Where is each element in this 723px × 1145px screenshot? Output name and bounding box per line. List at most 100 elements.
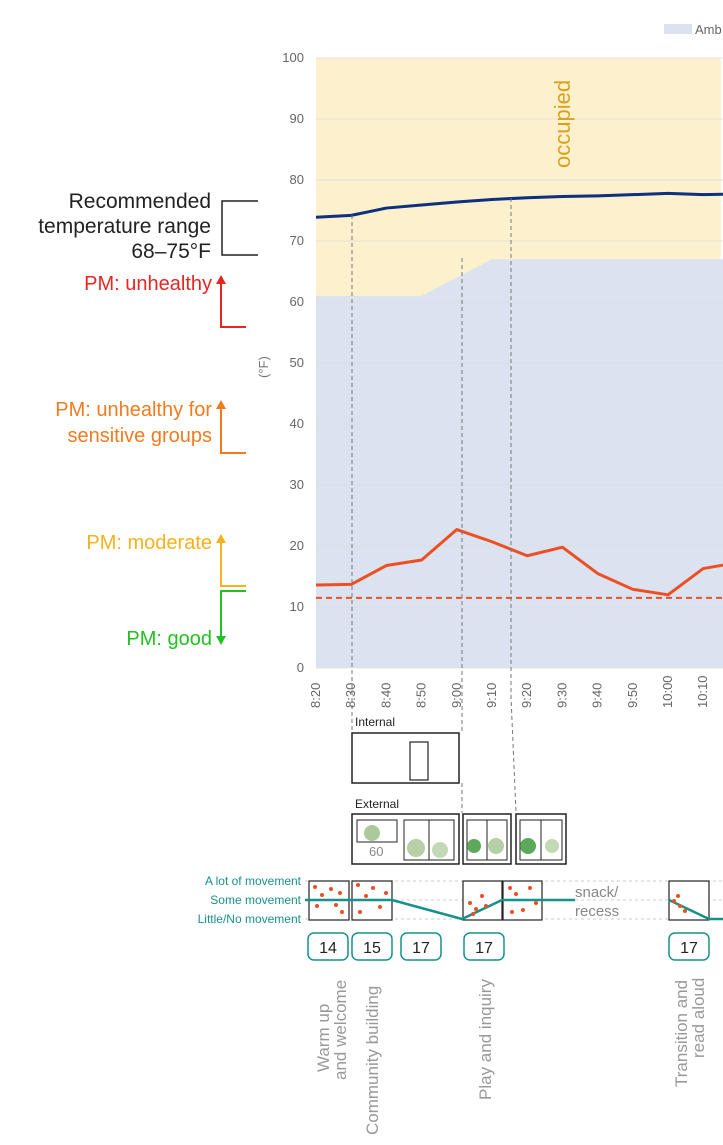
x-tick-label: 9:50 — [625, 683, 640, 708]
pm-moderate-label: PM: moderate — [86, 532, 212, 554]
y-axis-label: (°F) — [256, 356, 271, 378]
pm-good-bracket — [220, 590, 246, 636]
activity-transition-2: read aloud — [689, 978, 708, 1058]
axes-group: 0 10 20 30 40 50 60 70 80 90 100 8:20 8:30 8:40 8:50 9:… — [282, 50, 710, 813]
x-tick-label: 9:10 — [484, 683, 499, 708]
recommended-bracket — [221, 200, 258, 256]
movement-dot — [683, 909, 687, 913]
pm-sensitive-label-2: sensitive groups — [67, 425, 212, 447]
y-tick-label: 80 — [290, 172, 304, 187]
external-window-icons — [351, 813, 567, 865]
y-tick-label: 70 — [290, 233, 304, 248]
x-tick-label: 9:00 — [449, 683, 464, 708]
movement-dot — [672, 899, 676, 903]
movement-dot — [315, 904, 319, 908]
movement-dot — [471, 912, 475, 916]
pm-moderate-bracket — [220, 543, 246, 587]
activity-warmup-2: and welcome — [331, 980, 350, 1080]
plant-icon — [407, 839, 425, 857]
x-tick-label: 8:30 — [343, 683, 358, 708]
y-tick-label: 90 — [290, 111, 304, 126]
x-tick-label: 8:40 — [378, 683, 393, 708]
activity-warmup-1: Warm up — [314, 1004, 333, 1072]
external-count: 60 — [369, 844, 383, 859]
x-tick-label: 10:10 — [695, 675, 710, 708]
snack-label-2: recess — [575, 903, 619, 920]
movement-dot — [510, 910, 514, 914]
movement-dot — [534, 901, 538, 905]
recommended-label-2: temperature range — [38, 215, 211, 238]
movement-dot — [508, 886, 512, 890]
movement-dot — [384, 891, 388, 895]
movement-dot — [364, 894, 368, 898]
pm-unhealthy-label: PM: unhealthy — [84, 273, 212, 295]
movement-dot — [676, 894, 680, 898]
count-badge: 17 — [463, 932, 505, 961]
snack-label-1: snack/ — [575, 884, 619, 901]
pm-sensitive-label-1: PM: unhealthy for — [55, 399, 212, 421]
y-tick-label: 40 — [290, 416, 304, 431]
activity-transition-1: Transition and — [672, 980, 691, 1087]
movement-level-some: Some movement — [210, 893, 301, 907]
y-tick-label: 50 — [290, 355, 304, 370]
x-tick-label: 8:50 — [414, 683, 429, 708]
external-label: External — [355, 797, 399, 811]
count-badge: 17 — [400, 932, 442, 961]
movement-snapshot — [462, 880, 503, 921]
movement-level-high: A lot of movement — [205, 874, 302, 888]
movement-dot — [678, 904, 682, 908]
movement-dot — [371, 886, 375, 890]
count-badge: 15 — [351, 932, 393, 961]
movement-line — [305, 898, 575, 921]
count-badge-text: 14 — [319, 940, 337, 957]
x-tick-label: 9:40 — [590, 683, 605, 708]
activity-play: Play and inquiry — [476, 979, 495, 1100]
guide-line — [510, 198, 517, 813]
movement-dot — [521, 908, 525, 912]
plant-icon — [488, 838, 504, 854]
movement-dot — [356, 883, 360, 887]
pm-unhealthy-arrow-icon — [216, 275, 226, 284]
movement-level-low: Little/No movement — [198, 912, 302, 926]
movement-dot — [320, 893, 324, 897]
movement-track — [305, 880, 723, 921]
x-tick-label: 9:20 — [519, 683, 534, 708]
occupied-label: occupied — [550, 80, 575, 168]
internal-label: Internal — [355, 715, 395, 729]
movement-dot — [358, 910, 362, 914]
movement-dot — [474, 907, 478, 911]
movement-dot — [334, 903, 338, 907]
count-badge: 14 — [307, 932, 349, 961]
plant-icon — [364, 825, 380, 841]
x-tick-label: 9:30 — [554, 683, 569, 708]
y-tick-label: 0 — [297, 660, 304, 675]
series-group — [315, 191, 723, 599]
pm-moderate-arrow-icon — [216, 534, 226, 543]
plant-icon — [545, 839, 559, 853]
plant-icon — [432, 842, 448, 858]
pm-sensitive-arrow-icon — [216, 400, 226, 409]
pm-good-arrow-icon — [216, 636, 226, 645]
movement-dot — [338, 891, 342, 895]
recommended-label-1: Recommended — [69, 190, 211, 213]
count-badge: 17 — [668, 932, 710, 961]
activity-community: Community building — [363, 986, 382, 1135]
pm-good-label: PM: good — [126, 628, 212, 650]
legend-label: Amb — [695, 22, 722, 37]
movement-dot — [340, 910, 344, 914]
count-badge-text: 17 — [412, 940, 430, 957]
recommended-label-3: 68–75°F — [131, 240, 211, 263]
ambient-band — [316, 241, 723, 668]
door-icon — [409, 741, 429, 781]
count-badge-text: 15 — [363, 940, 381, 957]
y-tick-label: 100 — [282, 50, 304, 65]
movement-dot — [484, 904, 488, 908]
movement-dot — [329, 887, 333, 891]
count-badge-text: 17 — [680, 940, 698, 957]
count-badge-text: 17 — [475, 940, 493, 957]
pm-sensitive-bracket — [220, 408, 246, 454]
plant-icon — [467, 839, 481, 853]
movement-dot — [480, 894, 484, 898]
movement-dot — [514, 892, 518, 896]
